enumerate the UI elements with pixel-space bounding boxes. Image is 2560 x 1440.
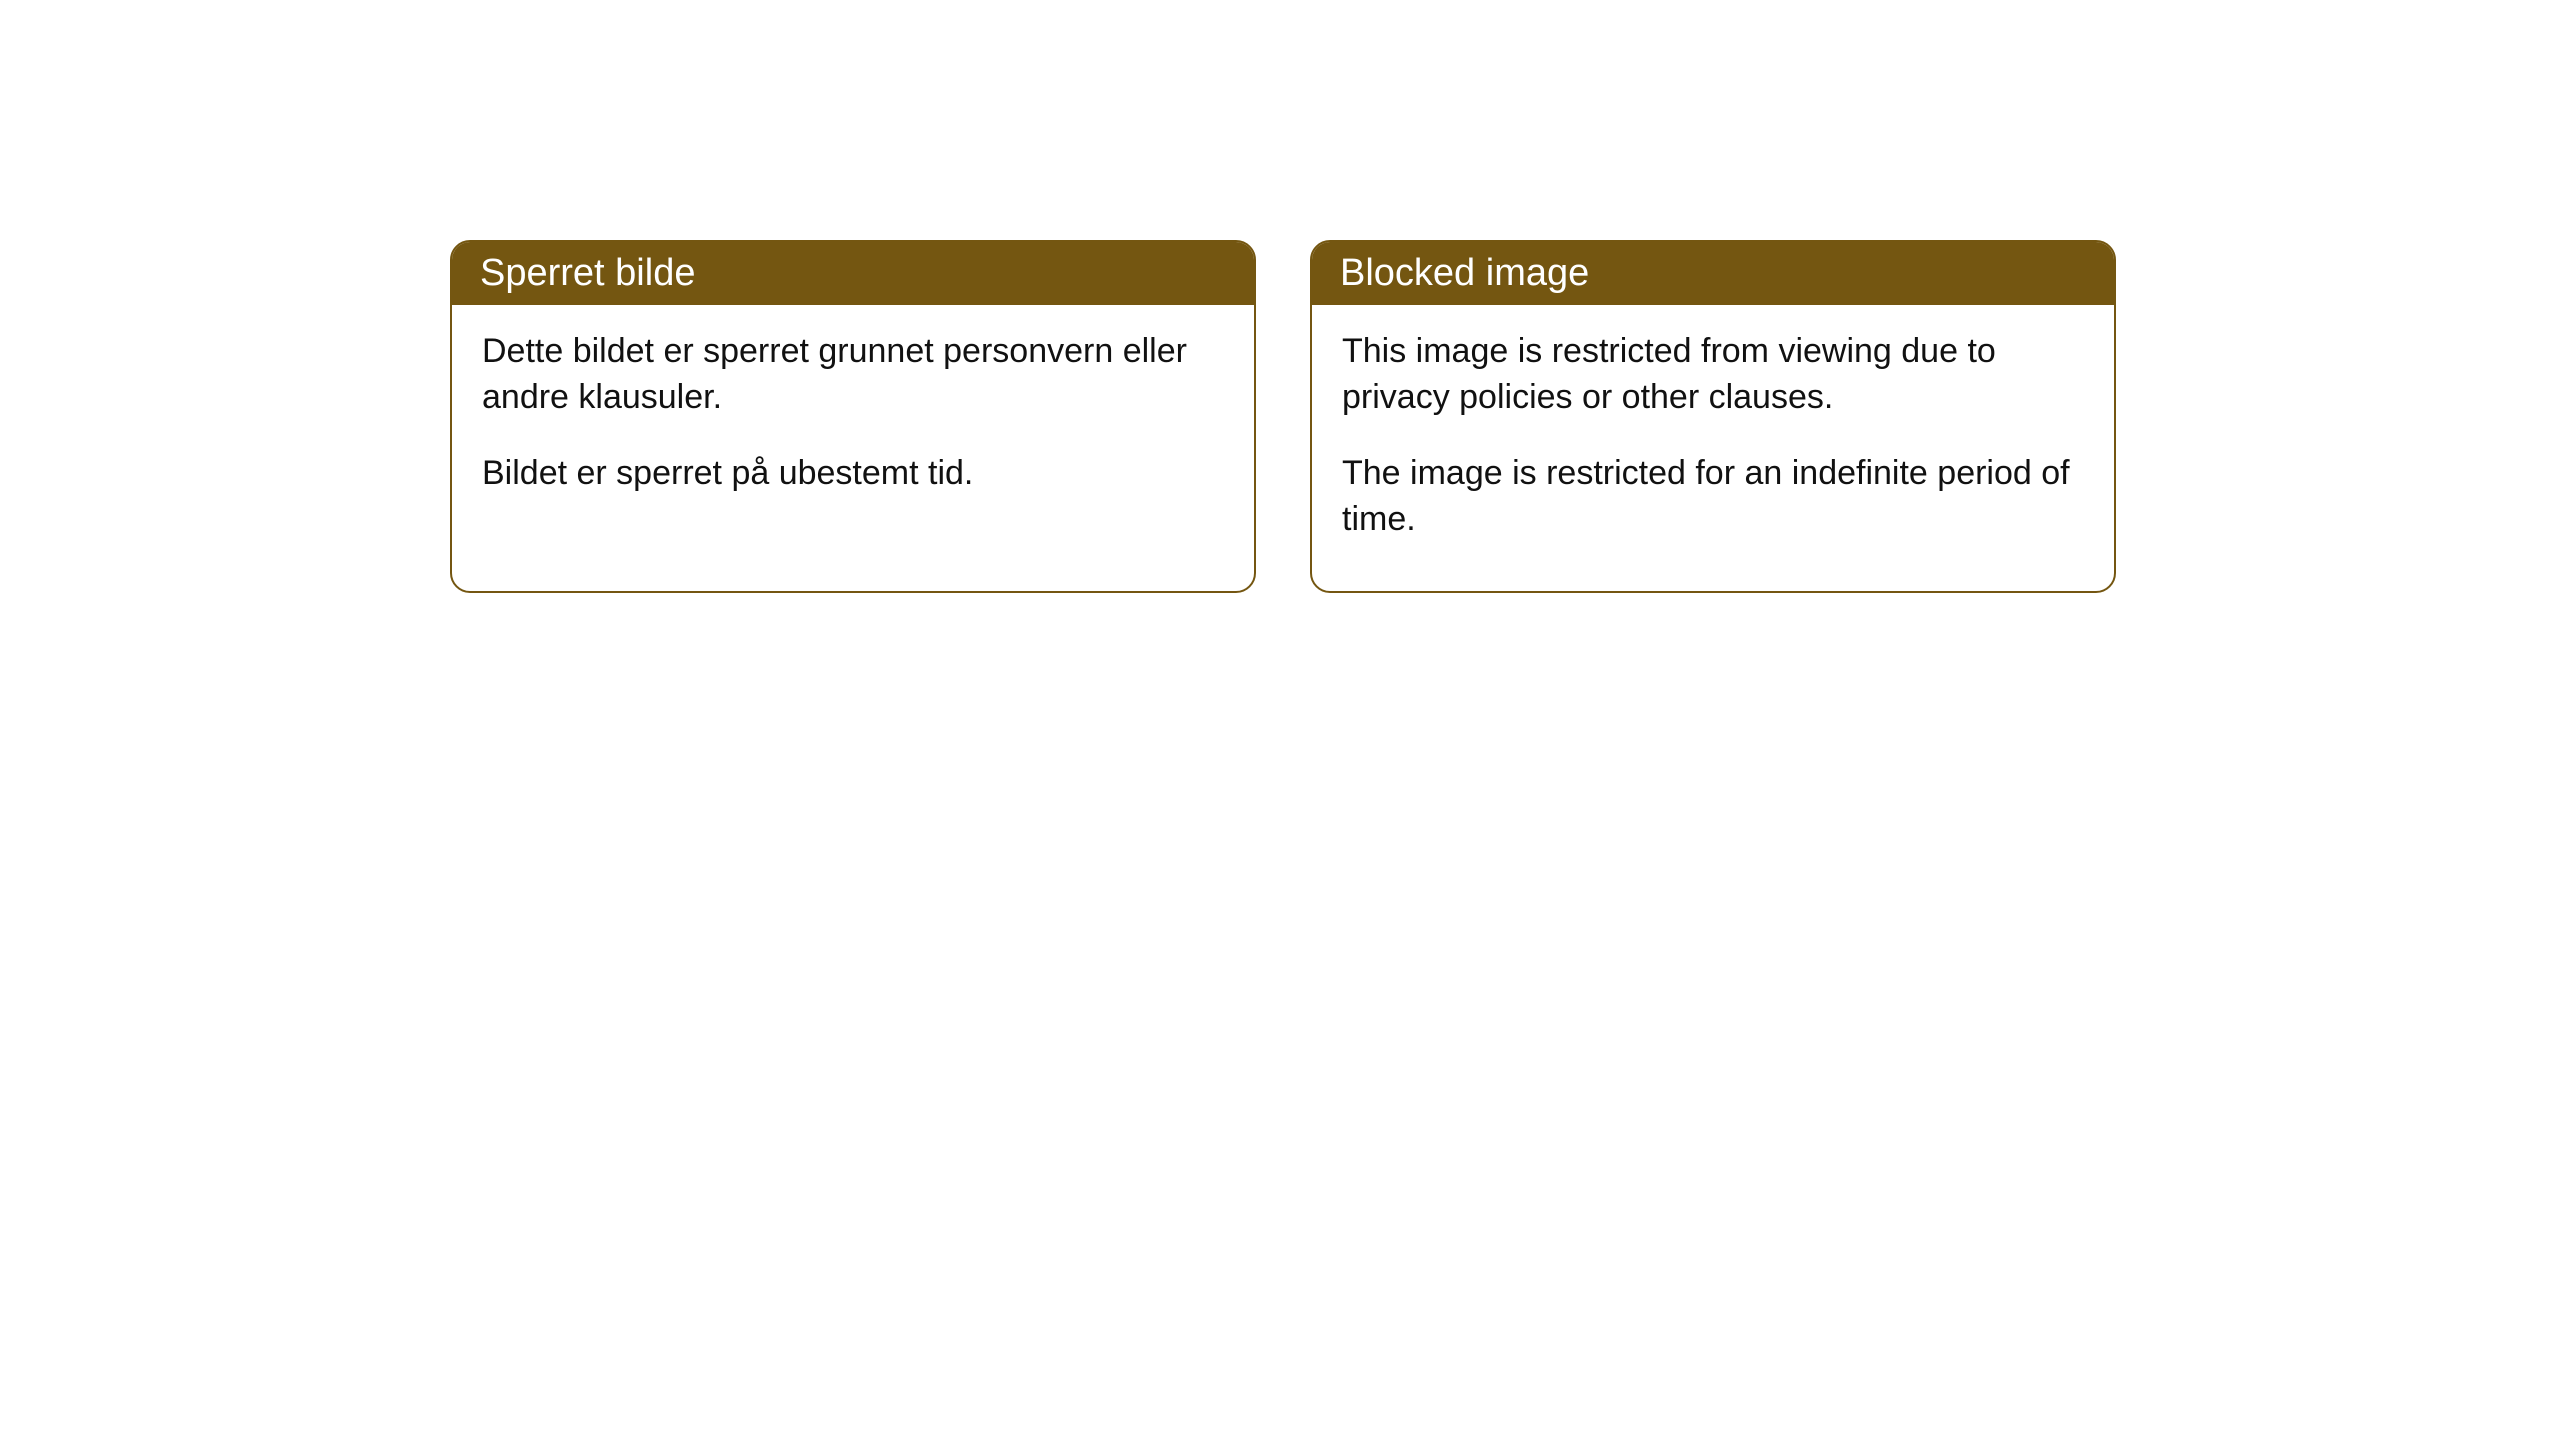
- card-english: Blocked image This image is restricted f…: [1310, 240, 2116, 593]
- card-paragraph1-english: This image is restricted from viewing du…: [1342, 329, 2084, 421]
- card-title-norwegian: Sperret bilde: [480, 252, 695, 294]
- card-body-english: This image is restricted from viewing du…: [1312, 305, 2114, 591]
- card-paragraph2-norwegian: Bildet er sperret på ubestemt tid.: [482, 451, 1224, 497]
- card-paragraph1-norwegian: Dette bildet er sperret grunnet personve…: [482, 329, 1224, 421]
- card-body-norwegian: Dette bildet er sperret grunnet personve…: [452, 305, 1254, 545]
- card-header-norwegian: Sperret bilde: [452, 242, 1254, 305]
- card-paragraph2-english: The image is restricted for an indefinit…: [1342, 451, 2084, 543]
- card-norwegian: Sperret bilde Dette bildet er sperret gr…: [450, 240, 1256, 593]
- cards-container: Sperret bilde Dette bildet er sperret gr…: [450, 240, 2116, 593]
- card-title-english: Blocked image: [1340, 252, 1589, 294]
- card-header-english: Blocked image: [1312, 242, 2114, 305]
